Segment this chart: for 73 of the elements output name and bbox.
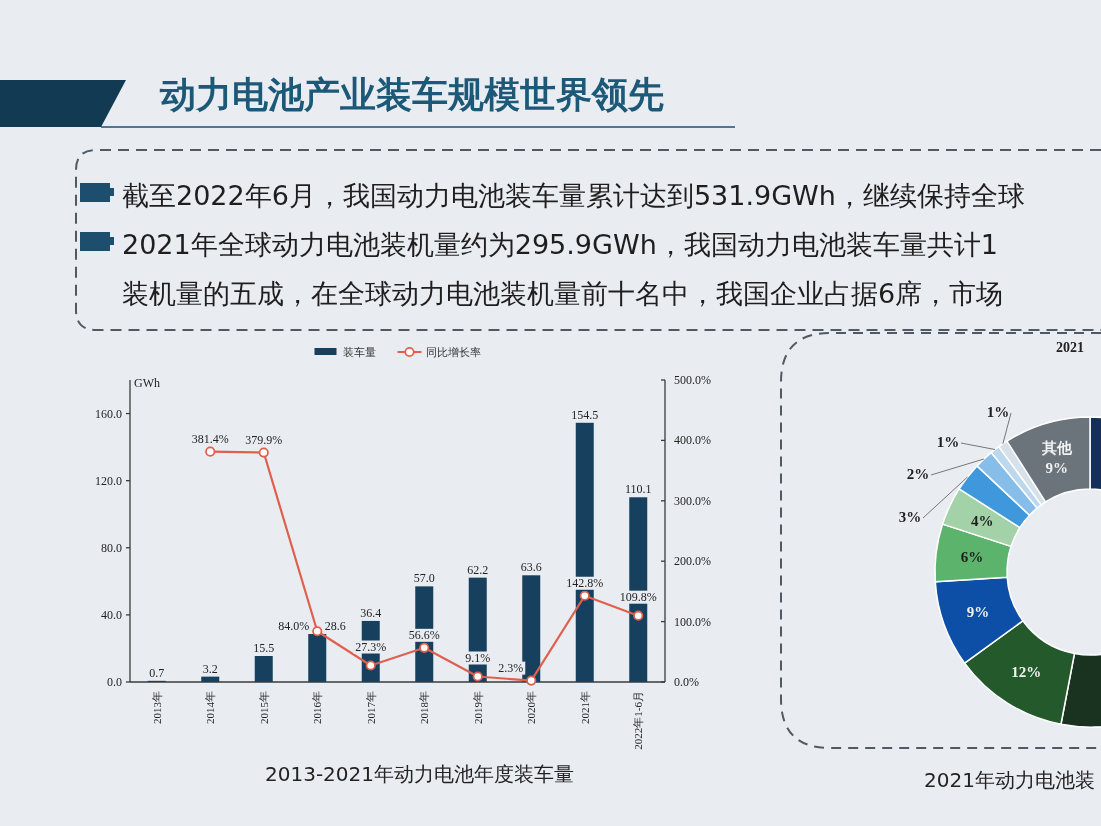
data-label: 62.2 [467, 562, 489, 577]
point [526, 675, 537, 686]
bar [254, 655, 273, 682]
text: 2021年全球动力电池装机量约为295.9GWh，我国动力电池装车量共计1 [122, 229, 998, 260]
data-label: 379.9% [245, 432, 283, 447]
point [365, 660, 376, 671]
x-tick-label: 2013年 [150, 691, 163, 724]
bar [201, 676, 220, 682]
x-tick-label: 2016年 [311, 691, 324, 724]
x-tick-label: 2015年 [257, 691, 270, 724]
data-label: 381.4% [191, 431, 229, 446]
data-label: 142.8% [566, 575, 604, 590]
data-label: 4% [971, 513, 994, 530]
y2-tick-label: 0.0% [674, 675, 699, 689]
data-label: 56.6% [408, 627, 440, 642]
x-tick-label: 2017年 [364, 691, 377, 724]
y2-tick-label: 500.0% [674, 373, 711, 387]
text: 2021年动力电池装 [924, 768, 1095, 792]
text: 装机量的五成，在全球动力电池装机量前十名中，我国企业占据6席，市场 [122, 278, 1004, 309]
y-tick-label: 0.0 [107, 675, 122, 689]
data-label: 154.5 [571, 407, 599, 422]
legend-label: 装车量 [342, 346, 376, 359]
data-label: 57.0 [413, 571, 435, 586]
data-label: 63.6 [520, 560, 542, 575]
y2-tick-label: 300.0% [674, 493, 711, 508]
data-label: 27.3% [355, 639, 387, 654]
point [258, 447, 269, 458]
x-tick-label: 2019年 [471, 691, 484, 724]
data-label: 1% [986, 404, 1010, 420]
y2-tick-label: 200.0% [674, 554, 711, 569]
y2-tick-label: 400.0% [674, 433, 711, 448]
bar [522, 575, 541, 682]
data-label: 0.7 [149, 665, 165, 680]
point [472, 671, 483, 682]
legend-label: 同比增长率 [425, 346, 481, 359]
point [419, 642, 430, 653]
data-label: 9% [1045, 459, 1069, 476]
point [205, 446, 216, 457]
data-label: 12% [1011, 664, 1042, 681]
point [633, 610, 644, 621]
data-label: 109.8% [619, 589, 657, 604]
point [312, 626, 323, 637]
data-label: 9% [966, 604, 990, 621]
y2-tick-label: 100.0% [674, 614, 711, 629]
bar [308, 634, 327, 682]
data-label: 84.0% [278, 619, 310, 634]
data-label: 3% [898, 509, 922, 525]
y-axis-title: GWh [134, 376, 160, 390]
data-label: 36.4 [360, 605, 382, 620]
y-tick-label: 40.0 [101, 607, 122, 622]
data-label: 3.2 [202, 661, 218, 676]
data-label: 6% [960, 549, 984, 566]
data-label: 2.3% [498, 660, 524, 675]
x-tick-label: 2020年 [525, 691, 538, 724]
chart-subtitle: 2021 [1056, 340, 1084, 355]
y-tick-label: 80.0 [101, 540, 122, 555]
y-tick-label: 160.0 [95, 406, 122, 421]
data-label: 1% [936, 434, 960, 450]
text: 2013-2021年动力电池年度装车量 [264, 762, 575, 786]
x-tick-label: 2021年 [578, 691, 591, 724]
point [579, 590, 590, 601]
x-tick-label: 2022年1-6月 [632, 691, 645, 750]
data-label: 15.5 [253, 640, 275, 655]
data-label: 28.6 [324, 619, 346, 634]
x-tick-label: 2018年 [418, 691, 431, 724]
y-tick-label: 120.0 [95, 473, 122, 488]
data-label: 110.1 [624, 482, 652, 497]
text: 动力电池产业装车规模世界领先 [159, 74, 664, 115]
text: 截至2022年6月，我国动力电池装车量累计达到531.9GWh，继续保持全球 [122, 180, 1025, 211]
data-label: 9.1% [465, 650, 491, 665]
data-label: 2% [906, 466, 930, 482]
slice-label: 其他 [1040, 438, 1073, 457]
x-tick-label: 2014年 [204, 691, 217, 724]
